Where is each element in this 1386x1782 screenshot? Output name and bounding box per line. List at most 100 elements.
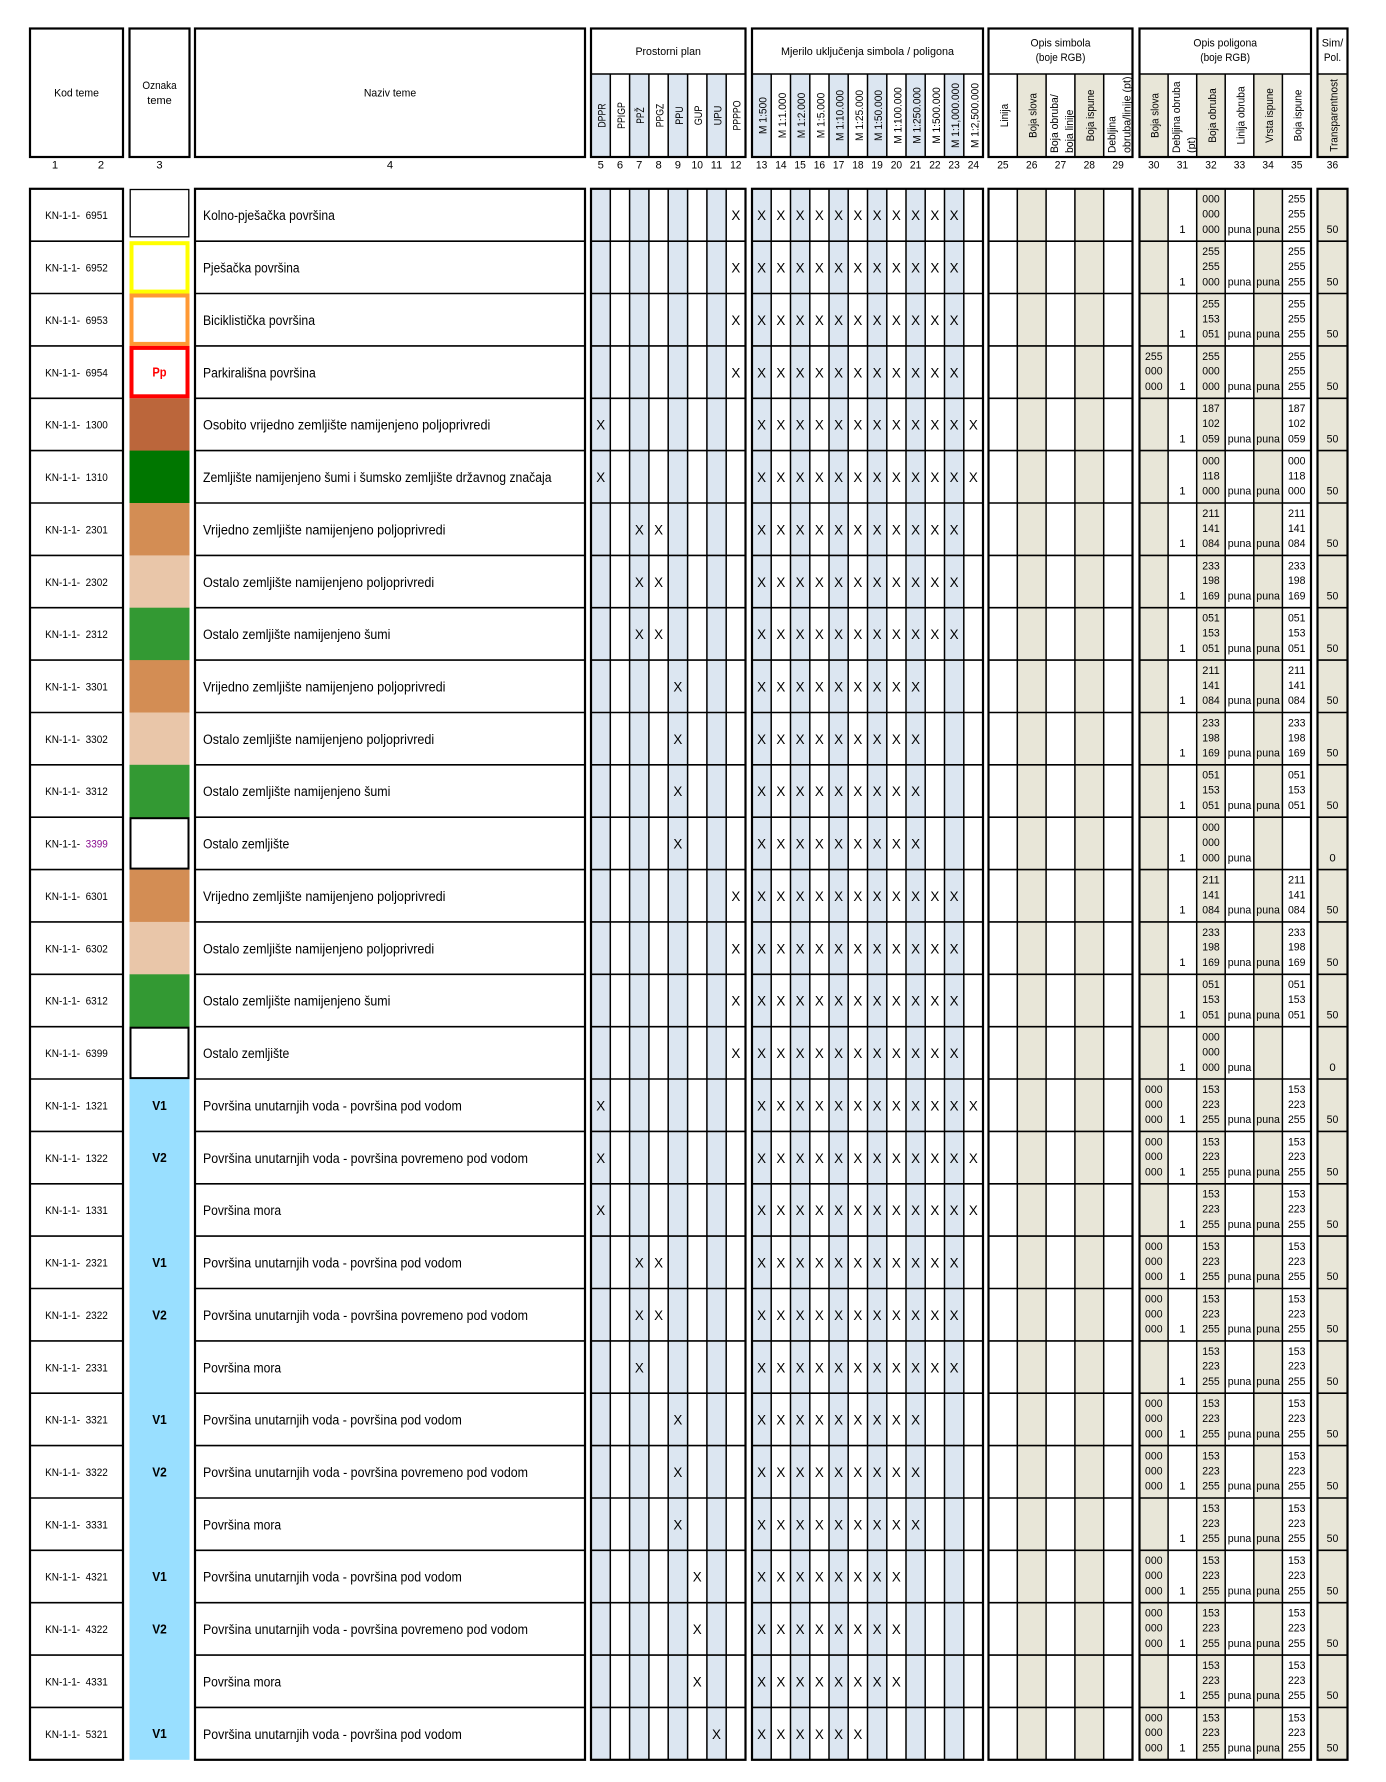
- svg-text:X: X: [853, 941, 862, 956]
- svg-text:223: 223: [1288, 1099, 1306, 1111]
- svg-text:X: X: [796, 575, 805, 590]
- svg-text:KN-1-1- 6301: KN-1-1- 6301: [45, 891, 108, 903]
- svg-text:X: X: [853, 313, 862, 328]
- svg-text:X: X: [796, 1046, 805, 1061]
- svg-text:X: X: [873, 1046, 882, 1061]
- svg-text:X: X: [911, 1151, 920, 1166]
- svg-text:X: X: [815, 889, 824, 904]
- svg-text:X: X: [834, 680, 843, 695]
- svg-text:X: X: [757, 522, 766, 537]
- svg-text:X: X: [731, 261, 740, 276]
- svg-text:153: 153: [1288, 1189, 1306, 1201]
- svg-text:X: X: [796, 1256, 805, 1271]
- svg-text:Površina mora: Površina mora: [203, 1360, 282, 1375]
- svg-text:000: 000: [1288, 456, 1306, 468]
- svg-text:X: X: [796, 1308, 805, 1323]
- svg-text:255: 255: [1145, 351, 1163, 363]
- svg-text:50: 50: [1327, 957, 1339, 969]
- svg-text:X: X: [796, 837, 805, 852]
- svg-text:1: 1: [1179, 1690, 1185, 1702]
- svg-text:X: X: [757, 1360, 766, 1375]
- svg-text:X: X: [815, 208, 824, 223]
- svg-text:X: X: [776, 1360, 785, 1375]
- svg-text:UPU: UPU: [712, 106, 724, 126]
- svg-text:X: X: [635, 1256, 644, 1271]
- svg-text:X: X: [873, 1675, 882, 1690]
- svg-text:KN-1-1- 6399: KN-1-1- 6399: [45, 1048, 108, 1060]
- svg-text:Ostalo zemljište: Ostalo zemljište: [203, 1046, 289, 1061]
- svg-text:X: X: [731, 365, 740, 380]
- svg-text:X: X: [596, 470, 605, 485]
- svg-text:X: X: [853, 365, 862, 380]
- svg-text:X: X: [796, 1727, 805, 1742]
- svg-text:M 1:250.000: M 1:250.000: [912, 87, 924, 144]
- svg-text:051: 051: [1202, 613, 1220, 625]
- svg-text:Ostalo zemljište namijenjeno p: Ostalo zemljište namijenjeno poljoprivre…: [203, 575, 434, 590]
- svg-text:X: X: [731, 1046, 740, 1061]
- svg-text:X: X: [950, 208, 959, 223]
- svg-text:X: X: [635, 1308, 644, 1323]
- svg-text:X: X: [930, 627, 939, 642]
- svg-text:Ostalo zemljište namijenjeno š: Ostalo zemljište namijenjeno šumi: [203, 784, 390, 799]
- svg-text:000: 000: [1202, 837, 1220, 849]
- svg-text:X: X: [776, 994, 785, 1009]
- svg-text:X: X: [911, 1203, 920, 1218]
- svg-text:X: X: [892, 1098, 901, 1113]
- svg-text:1: 1: [1179, 1271, 1185, 1283]
- svg-text:223: 223: [1202, 1518, 1220, 1530]
- svg-text:X: X: [873, 1465, 882, 1480]
- svg-text:KN-1-1- 4322: KN-1-1- 4322: [45, 1624, 108, 1636]
- svg-text:1: 1: [1179, 538, 1185, 550]
- svg-text:051: 051: [1288, 1009, 1306, 1021]
- svg-text:Boja ispune: Boja ispune: [1293, 90, 1305, 142]
- svg-text:X: X: [911, 837, 920, 852]
- svg-text:102: 102: [1202, 418, 1220, 430]
- svg-text:Zemljište namijenjeno šumi i š: Zemljište namijenjeno šumi i šumsko zeml…: [203, 470, 552, 485]
- svg-text:1: 1: [1179, 695, 1185, 707]
- svg-text:X: X: [853, 575, 862, 590]
- svg-text:PPPPO: PPPPO: [732, 100, 744, 130]
- svg-text:X: X: [757, 1465, 766, 1480]
- svg-text:223: 223: [1288, 1570, 1306, 1582]
- svg-text:1: 1: [1179, 486, 1185, 498]
- svg-text:Mjerilo uključenja simbola / p: Mjerilo uključenja simbola / poligona: [781, 46, 955, 58]
- svg-text:X: X: [873, 365, 882, 380]
- svg-text:233: 233: [1202, 717, 1220, 729]
- svg-text:000: 000: [1145, 1413, 1163, 1425]
- svg-text:051: 051: [1202, 643, 1220, 655]
- svg-text:Pp: Pp: [152, 365, 166, 380]
- svg-text:153: 153: [1202, 1555, 1220, 1567]
- svg-text:Površina unutarnjih voda - pov: Površina unutarnjih voda - površina pod …: [203, 1098, 462, 1113]
- svg-text:153: 153: [1202, 1503, 1220, 1515]
- svg-text:X: X: [757, 1308, 766, 1323]
- svg-text:1: 1: [1179, 1585, 1185, 1597]
- svg-text:X: X: [892, 837, 901, 852]
- svg-text:000: 000: [1145, 1271, 1163, 1283]
- svg-text:X: X: [757, 1413, 766, 1428]
- svg-text:255: 255: [1202, 1114, 1220, 1126]
- svg-text:Površina unutarnjih voda - pov: Površina unutarnjih voda - površina povr…: [203, 1622, 528, 1637]
- svg-text:X: X: [873, 1151, 882, 1166]
- svg-text:223: 223: [1202, 1151, 1220, 1163]
- svg-text:1: 1: [1179, 591, 1185, 603]
- svg-text:puna: puna: [1256, 224, 1280, 236]
- svg-text:Biciklistička površina: Biciklistička površina: [203, 313, 315, 328]
- svg-text:X: X: [911, 889, 920, 904]
- svg-text:DPPR: DPPR: [597, 103, 609, 127]
- svg-text:255: 255: [1288, 246, 1306, 258]
- svg-text:puna: puna: [1228, 1690, 1252, 1702]
- svg-text:153: 153: [1202, 1136, 1220, 1148]
- svg-text:000: 000: [1145, 1570, 1163, 1582]
- svg-text:Boja obruba/: Boja obruba/: [1049, 93, 1061, 153]
- svg-text:X: X: [873, 627, 882, 642]
- svg-text:50: 50: [1327, 1376, 1339, 1388]
- svg-text:1: 1: [1179, 433, 1185, 445]
- svg-text:X: X: [776, 1256, 785, 1271]
- svg-text:50: 50: [1327, 1167, 1339, 1179]
- svg-text:X: X: [853, 1570, 862, 1585]
- svg-text:KN-1-1- 2301: KN-1-1- 2301: [45, 524, 108, 536]
- svg-text:X: X: [950, 418, 959, 433]
- svg-text:198: 198: [1202, 575, 1220, 587]
- svg-text:X: X: [796, 470, 805, 485]
- svg-text:X: X: [635, 627, 644, 642]
